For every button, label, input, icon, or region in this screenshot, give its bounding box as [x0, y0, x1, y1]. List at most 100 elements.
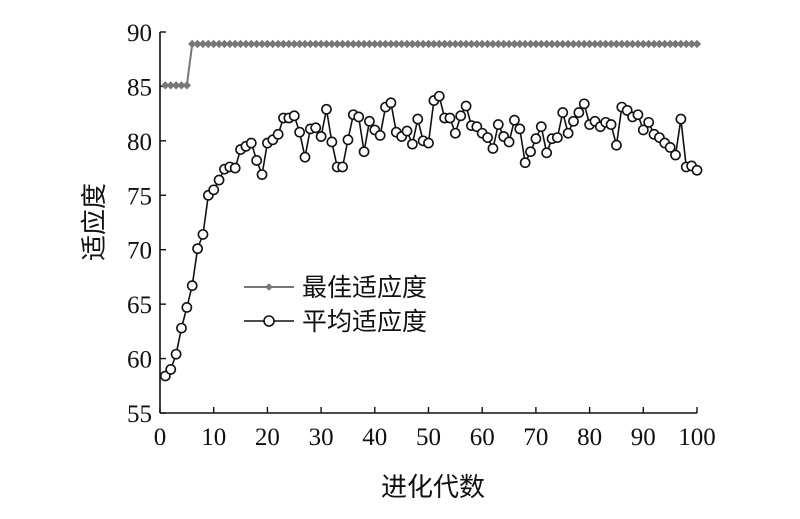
data-point: [665, 39, 675, 49]
data-point: [537, 39, 546, 49]
data-point: [408, 39, 417, 49]
data-point: [188, 39, 197, 49]
data-point: [338, 39, 347, 49]
x-tick-label: 30: [309, 424, 334, 451]
data-point: [444, 112, 456, 124]
x-axis-title: 进化代数: [381, 473, 485, 503]
data-point: [530, 133, 542, 145]
y-axis-title: 适应度: [80, 183, 110, 261]
data-point: [568, 115, 579, 127]
data-point: [488, 39, 498, 49]
data-point: [349, 39, 358, 49]
data-point: [601, 39, 610, 49]
data-point: [342, 134, 354, 146]
data-point: [558, 39, 567, 49]
y-ticks: 55 60 65 70 75 80 85 90: [127, 20, 166, 428]
data-point: [455, 110, 467, 122]
data-point: [241, 39, 251, 49]
data-point: [402, 39, 412, 49]
data-point: [343, 39, 353, 49]
data-point: [424, 39, 433, 49]
data-point: [449, 127, 461, 139]
data-point: [423, 137, 434, 149]
data-point: [381, 39, 390, 49]
data-point: [499, 39, 508, 49]
data-point: [231, 39, 240, 49]
data-point: [553, 39, 562, 49]
data-point: [429, 39, 439, 49]
data-point: [606, 39, 616, 49]
data-point: [418, 39, 428, 49]
data-point: [535, 121, 547, 133]
data-point: [257, 39, 267, 49]
data-point: [467, 39, 476, 49]
data-point: [628, 39, 637, 49]
data-point: [326, 136, 338, 148]
data-point: [676, 39, 686, 49]
data-point: [542, 39, 551, 49]
series-average-fitness: [159, 90, 703, 382]
data-point: [487, 143, 499, 154]
data-point: [578, 98, 590, 110]
y-tick-label: 55: [127, 401, 152, 428]
data-point: [574, 39, 584, 49]
data-point: [643, 116, 655, 128]
data-point: [440, 39, 449, 49]
data-point: [562, 127, 574, 139]
data-point: [644, 39, 653, 49]
data-point: [692, 39, 702, 49]
x-tick-label: 80: [577, 424, 602, 451]
legend-label: 平均适应度: [302, 307, 427, 336]
data-point: [295, 39, 304, 49]
data-point: [177, 81, 186, 90]
data-point: [569, 39, 578, 49]
data-point: [171, 81, 181, 90]
data-point: [451, 39, 460, 49]
data-point: [435, 39, 444, 49]
legend-marker-diamond: [265, 283, 273, 291]
data-point: [460, 100, 472, 112]
legend-marker-circle: [263, 315, 275, 327]
x-ticks: 0 10 20 30 40 50 60 70 80 90 100: [154, 407, 716, 451]
data-point: [284, 39, 294, 49]
data-point: [520, 39, 530, 49]
data-point: [557, 107, 569, 118]
data-point: [649, 39, 659, 49]
data-point: [670, 149, 681, 161]
data-point: [186, 280, 198, 292]
series-best-fitness: [161, 39, 702, 90]
data-point: [316, 39, 326, 49]
data-point: [655, 39, 664, 49]
data-point: [176, 322, 187, 334]
data-point: [664, 141, 676, 153]
data-point: [445, 39, 455, 49]
data-point: [300, 39, 310, 49]
data-point: [406, 138, 418, 150]
data-point: [675, 113, 687, 125]
data-point: [637, 124, 649, 136]
data-point: [327, 39, 337, 49]
x-tick-label: 10: [201, 424, 226, 451]
data-point: [515, 39, 524, 49]
y-tick-label: 65: [127, 292, 152, 319]
x-tick-label: 90: [631, 424, 656, 451]
data-point: [687, 39, 696, 49]
data-point: [590, 39, 600, 49]
data-point: [209, 39, 218, 49]
data-point: [478, 39, 487, 49]
data-point: [492, 119, 504, 130]
data-point: [611, 139, 622, 151]
data-point: [354, 39, 363, 49]
data-point: [192, 243, 203, 255]
data-point: [547, 39, 557, 49]
y-tick-label: 80: [127, 129, 152, 156]
data-point: [256, 169, 268, 181]
data-point: [166, 81, 175, 90]
y-tick-label: 60: [127, 347, 152, 374]
data-point: [573, 107, 585, 118]
series-layer: [159, 39, 703, 382]
data-point: [247, 39, 256, 49]
series-line: [164, 94, 698, 377]
